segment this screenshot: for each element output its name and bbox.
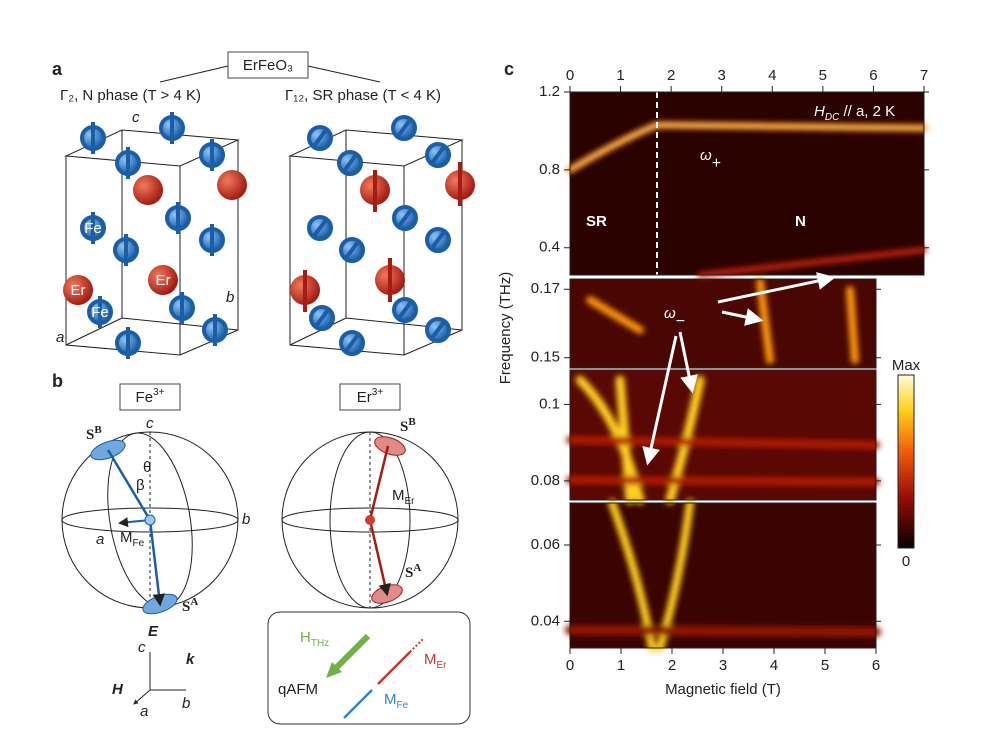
colorbar [897,374,915,549]
atom-label: Fe [84,220,102,237]
colorbar-max: Max [892,357,921,374]
panel-b: b Fe3+ Er3+ c θ β b a SB SA MFe SB SA ME… [52,371,471,725]
legend-m-er: MEr [424,651,447,671]
x-tick-label: 1 [616,67,624,84]
connector [159,65,381,83]
y-axis-label: Frequency (THz) [497,272,514,385]
x-tick-label: 3 [718,67,726,84]
x-tick-label: 6 [869,67,877,84]
x-tick-label: 3 [719,657,727,674]
atom-label: Fe [91,304,109,321]
spin-label: SB [400,416,416,436]
x-tick-label: 7 [920,67,928,84]
title-box [339,383,401,411]
y-tick-label: 0.06 [531,536,560,553]
x-tick-label: 2 [668,657,676,674]
label: k [186,651,195,668]
atom-label: Er [71,282,86,299]
phase-sr: SR [586,213,607,230]
legend-h: HTHz [300,629,329,649]
label: E [148,623,159,640]
x-tick-label: 2 [667,67,675,84]
panel-c: c HDC // a, 2 K ω+ SR N ω− Frequency (TH… [497,59,929,698]
title-box [119,383,181,411]
compound: ErFeO₃ [243,57,293,74]
condition: HDC // a, 2 K [814,103,895,123]
label: β [136,477,145,494]
arrows [642,272,836,466]
label: a [96,531,104,548]
spin-label: SB [86,424,102,444]
panel-label: a [52,59,63,79]
legend-m-fe: MFe [384,691,409,711]
axes-triad: E k H c b a [112,623,195,720]
fe-title: Fe3+ [136,387,165,406]
y-tick-label: 0.4 [539,239,560,256]
x-tick-label: 5 [819,67,827,84]
panel-a: a ErFeO₃ Γ₂, N phase (T > 4 K) Γ₁₂, SR p… [52,51,475,359]
y-tick-label: 0.15 [531,349,560,366]
er-title: Er3+ [357,387,384,406]
compound-box [227,51,309,79]
label: c [138,639,146,656]
spins [90,436,406,618]
y-tick-label: 0.04 [531,612,560,629]
spin-label: SA [405,562,421,582]
moment-label: MEr [392,487,415,507]
omega-minus: ω− [664,305,685,330]
panel-label: b [52,371,63,391]
label: c [146,415,154,432]
x-tick-label: 4 [770,657,778,674]
atoms [80,112,451,359]
atom-label: Er [156,272,171,289]
moment-label: MFe [120,529,145,549]
phase-n: N [795,213,806,230]
x-tick-label: 0 [566,657,574,674]
axis-c: c [132,109,140,126]
axis-b: b [226,289,234,306]
y-tick-label: 1.2 [539,83,560,100]
heatmap [565,91,928,652]
x-axis-label: Magnetic field (T) [665,681,781,698]
y-tick-label: 0.08 [531,472,560,489]
spheres [61,431,459,609]
label: H [112,681,124,698]
x-tick-label: 6 [872,657,880,674]
x-tick-label: 5 [821,657,829,674]
panel-label: c [504,59,514,79]
label: b [182,695,190,712]
axis-a: a [56,329,64,346]
right-title: Γ₁₂, SR phase (T < 4 K) [285,87,441,104]
y-tick-label: 0.17 [531,280,560,297]
left-title: Γ₂, N phase (T > 4 K) [60,87,201,104]
colorbar-min: 0 [902,553,910,570]
x-tick-label: 0 [566,67,574,84]
spin-label: SA [182,596,198,616]
omega-plus: ω+ [700,147,721,172]
y-tick-label: 0.8 [539,161,560,178]
legend-qafm: qAFM [278,681,318,698]
label: b [242,511,250,528]
x-tick-label: 4 [768,67,776,84]
label: θ [143,459,151,476]
er-atoms [63,162,475,312]
legend-box: HTHz MEr MFe qAFM [267,611,471,725]
x-tick-label: 1 [617,657,625,674]
y-tick-label: 0.1 [539,395,560,412]
label: a [140,703,148,720]
